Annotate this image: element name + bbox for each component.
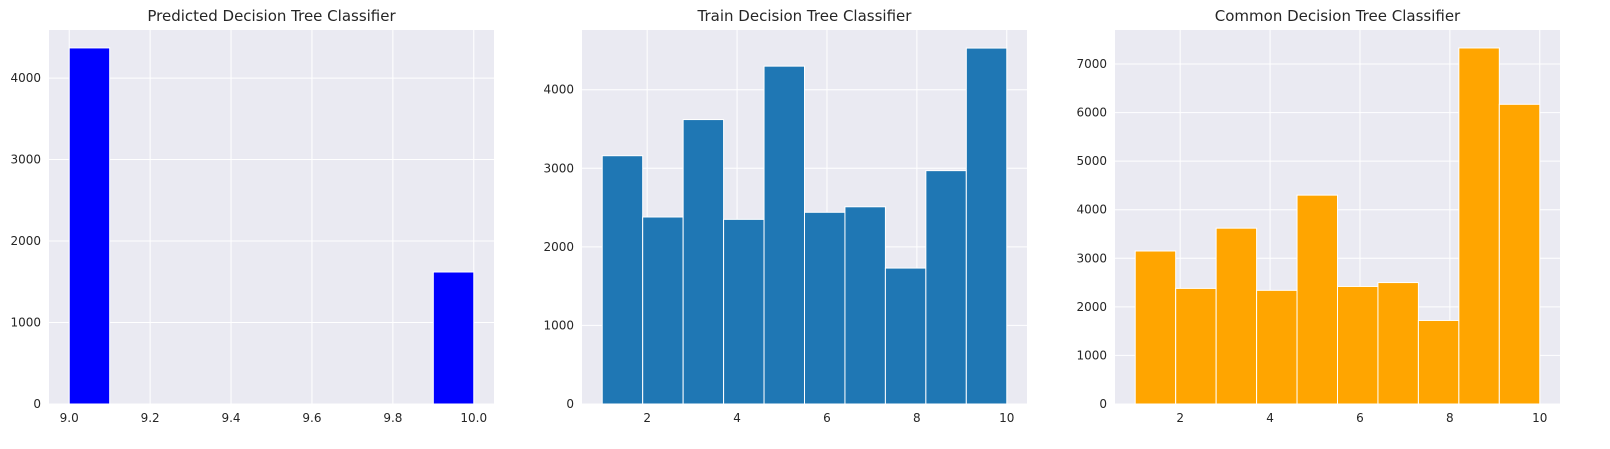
histogram-bar (1256, 289, 1298, 405)
histogram-bar (925, 170, 967, 405)
x-tick-label: 4 (733, 411, 741, 425)
y-tick-label: 0 (33, 397, 41, 411)
histogram-bar (1458, 47, 1500, 405)
y-tick-label: 2000 (10, 234, 41, 248)
x-tick-label: 6 (1356, 411, 1364, 425)
y-tick-label: 0 (566, 397, 574, 411)
x-tick-label: 2 (1176, 411, 1184, 425)
x-tick-label: 4 (1266, 411, 1274, 425)
y-tick-label: 6000 (1076, 106, 1107, 120)
x-tick-label: 10 (1532, 411, 1547, 425)
y-tick-label: 2000 (1076, 300, 1107, 314)
y-tick-label: 1000 (1076, 348, 1107, 362)
x-tick-label: 10.0 (460, 411, 487, 425)
x-tick-label: 9.4 (221, 411, 240, 425)
chart-panel-3: 2 4 6 8 10 0 1000 2000 3000 4000 5000 6000 7000 Commo… (1076, 7, 1560, 425)
y-tick-label: 4000 (1076, 203, 1107, 217)
histogram-bar (1417, 319, 1460, 405)
histogram-bar (682, 119, 725, 405)
y-tick-label: 1000 (10, 316, 41, 330)
chart-panel-2: 2 4 6 8 10 0 1000 2000 3000 4000 Train Decision Tr… (543, 7, 1027, 425)
y-tick-label: 4000 (10, 71, 41, 85)
y-tick-label: 4000 (543, 83, 574, 97)
histogram-bar (642, 216, 684, 405)
x-tick-label: 8 (913, 411, 921, 425)
histogram-bar (1175, 287, 1217, 405)
y-tick-label: 3000 (543, 161, 574, 175)
histogram-bar (844, 206, 886, 405)
y-tick-label: 0 (1099, 397, 1107, 411)
plot-area (49, 30, 494, 404)
x-tick-label: 8 (1446, 411, 1454, 425)
y-tick-label: 7000 (1076, 57, 1107, 71)
y-tick-label: 3000 (10, 153, 41, 167)
histogram-bar (432, 271, 475, 405)
chart-panel-1: 9.0 9.2 9.4 9.6 9.8 10.0 0 1000 2000 3000 4000 Pred… (10, 7, 494, 425)
x-tick-label: 9.8 (383, 411, 402, 425)
y-tick-label: 2000 (543, 240, 574, 254)
histogram-bar (1377, 282, 1419, 405)
y-tick-label: 5000 (1076, 154, 1107, 168)
histogram-bar (723, 218, 765, 405)
histogram-bar (965, 47, 1008, 405)
histogram-bar (1337, 285, 1379, 405)
histogram-bar (804, 211, 846, 405)
x-tick-label: 6 (823, 411, 831, 425)
histogram-bar (601, 155, 644, 405)
x-tick-label: 9.0 (60, 411, 79, 425)
x-tick-label: 9.2 (141, 411, 160, 425)
x-tick-label: 10 (999, 411, 1014, 425)
histogram-bar (884, 267, 927, 405)
y-tick-label: 1000 (543, 318, 574, 332)
histogram-bar (1215, 227, 1258, 405)
histogram-bar (68, 47, 111, 405)
histogram-bar (1134, 250, 1177, 405)
chart-title: Common Decision Tree Classifier (1215, 7, 1461, 25)
y-tick-label: 3000 (1076, 251, 1107, 265)
x-tick-label: 9.6 (302, 411, 321, 425)
histogram-bar (1296, 194, 1338, 405)
x-tick-label: 2 (643, 411, 651, 425)
histogram-bar (1498, 103, 1541, 405)
chart-title: Train Decision Tree Classifier (697, 7, 913, 25)
chart-title: Predicted Decision Tree Classifier (147, 7, 396, 25)
histogram-bar (763, 65, 806, 405)
